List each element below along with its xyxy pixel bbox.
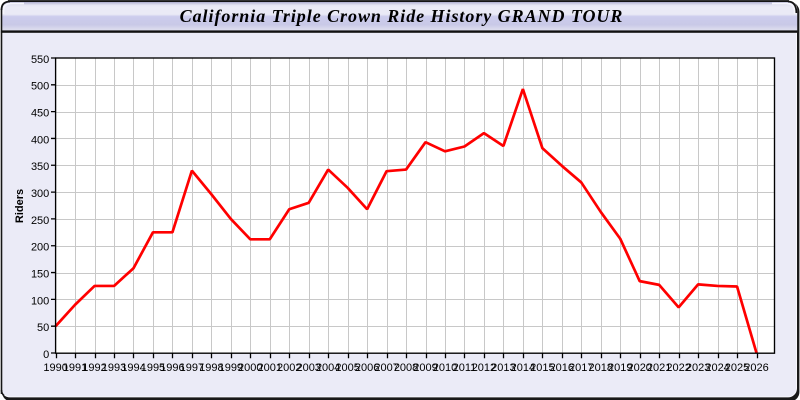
svg-text:2009: 2009 xyxy=(413,362,437,374)
svg-text:1990: 1990 xyxy=(43,362,67,374)
svg-text:450: 450 xyxy=(31,108,49,120)
svg-text:300: 300 xyxy=(31,188,49,200)
svg-text:2018: 2018 xyxy=(589,362,613,374)
svg-text:2005: 2005 xyxy=(335,362,359,374)
svg-text:0: 0 xyxy=(43,349,49,361)
svg-text:350: 350 xyxy=(31,161,49,173)
svg-text:1999: 1999 xyxy=(219,362,243,374)
svg-text:1993: 1993 xyxy=(102,362,126,374)
svg-text:1998: 1998 xyxy=(199,362,223,374)
svg-text:2004: 2004 xyxy=(316,362,340,374)
svg-text:1997: 1997 xyxy=(180,362,204,374)
svg-text:2024: 2024 xyxy=(705,362,729,374)
svg-text:2015: 2015 xyxy=(530,362,554,374)
svg-text:150: 150 xyxy=(31,268,49,280)
svg-text:250: 250 xyxy=(31,215,49,227)
svg-text:2003: 2003 xyxy=(296,362,320,374)
svg-text:500: 500 xyxy=(31,81,49,93)
svg-text:100: 100 xyxy=(31,295,49,307)
svg-text:2021: 2021 xyxy=(647,362,671,374)
svg-text:1991: 1991 xyxy=(63,362,87,374)
svg-text:2000: 2000 xyxy=(238,362,262,374)
svg-text:2022: 2022 xyxy=(666,362,690,374)
svg-text:200: 200 xyxy=(31,242,49,254)
svg-text:1995: 1995 xyxy=(141,362,165,374)
svg-text:1994: 1994 xyxy=(121,362,145,374)
svg-text:2010: 2010 xyxy=(433,362,457,374)
svg-text:Riders: Riders xyxy=(14,189,26,223)
svg-text:2006: 2006 xyxy=(355,362,379,374)
svg-text:California Triple Crown Ride H: California Triple Crown Ride History GRA… xyxy=(180,6,624,26)
svg-text:2026: 2026 xyxy=(744,362,768,374)
svg-text:50: 50 xyxy=(37,322,49,334)
svg-text:400: 400 xyxy=(31,134,49,146)
svg-text:2023: 2023 xyxy=(686,362,710,374)
svg-text:2011: 2011 xyxy=(453,362,477,374)
svg-text:2002: 2002 xyxy=(277,362,301,374)
svg-text:2012: 2012 xyxy=(472,362,496,374)
svg-text:2007: 2007 xyxy=(374,362,398,374)
svg-text:2008: 2008 xyxy=(394,362,418,374)
svg-text:2013: 2013 xyxy=(491,362,515,374)
svg-text:2019: 2019 xyxy=(608,362,632,374)
svg-text:1992: 1992 xyxy=(82,362,106,374)
svg-text:2001: 2001 xyxy=(258,362,282,374)
svg-text:2014: 2014 xyxy=(511,362,535,374)
svg-text:550: 550 xyxy=(31,54,49,66)
svg-text:2020: 2020 xyxy=(627,362,651,374)
svg-text:2016: 2016 xyxy=(550,362,574,374)
svg-text:2025: 2025 xyxy=(725,362,749,374)
svg-text:1996: 1996 xyxy=(160,362,184,374)
svg-text:2017: 2017 xyxy=(569,362,593,374)
